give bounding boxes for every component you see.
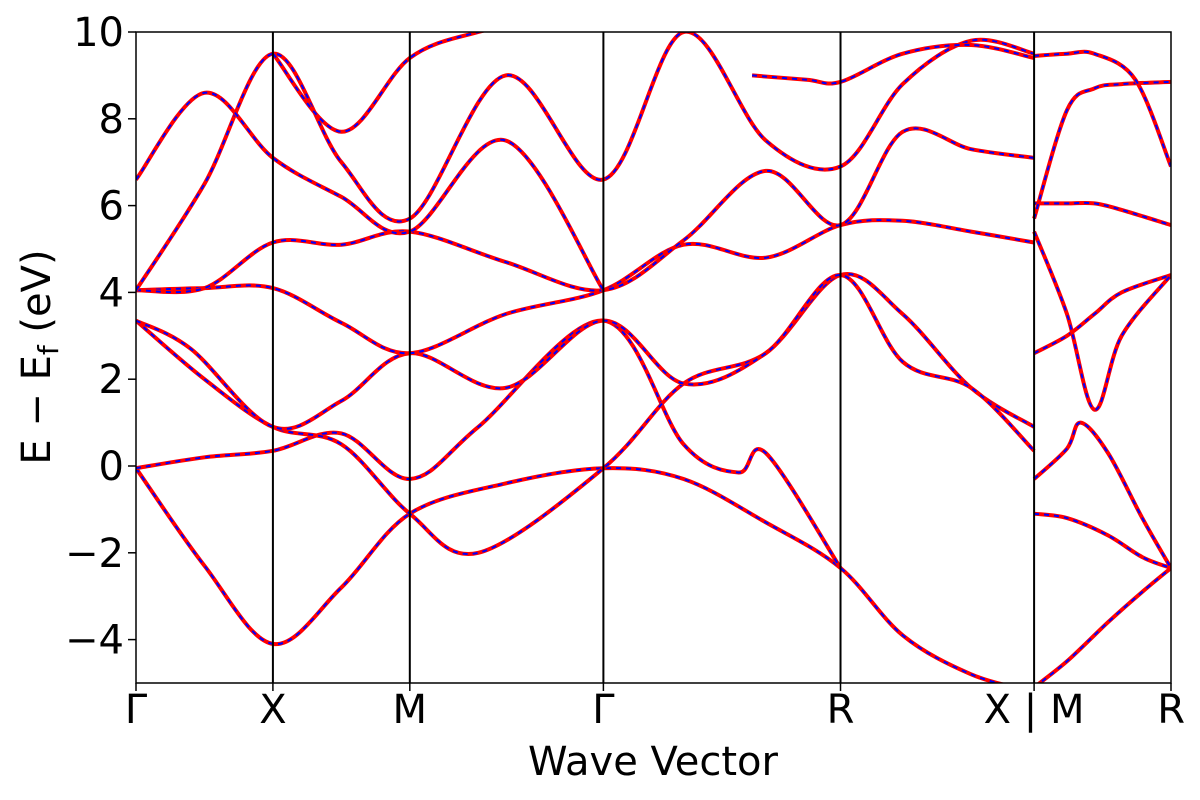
band-line-15 <box>1032 230 1171 412</box>
band-line-dashed-16 <box>1034 201 1171 227</box>
band-line-11 <box>1036 566 1171 683</box>
band-line-12 <box>1033 511 1171 570</box>
band-line-dashed-13 <box>1033 421 1171 569</box>
y-axis-title-subscript: f <box>32 344 65 355</box>
band-line-dashed-10 <box>752 43 1035 85</box>
band-line-14 <box>1033 273 1171 355</box>
y-tick-label: 0 <box>99 444 124 490</box>
plot-frame <box>135 31 1172 684</box>
y-axis-title-tail: (eV) <box>14 249 60 345</box>
band-line-dashed-17 <box>1033 80 1171 219</box>
band-line-dashed-5 <box>136 219 1035 355</box>
band-line-dashed-7 <box>136 32 1035 291</box>
x-tick-label: X <box>259 687 286 733</box>
x-tick-label: R <box>1157 687 1185 733</box>
x-axis-title: Wave Vector <box>528 739 779 785</box>
band-line-dashed-2 <box>136 319 842 569</box>
band-line-dashed-18 <box>1034 50 1171 167</box>
band-line-dashed-6 <box>136 127 1035 294</box>
band-line-dashed-15 <box>1033 231 1171 411</box>
band-line-dashed-9 <box>272 32 483 133</box>
band-line-dashed-1 <box>136 467 1002 683</box>
y-tick-label: −2 <box>65 531 124 577</box>
band-line-13 <box>1032 420 1171 570</box>
band-line-16 <box>1034 200 1171 228</box>
band-line-dashed-14 <box>1033 274 1171 355</box>
y-tick-label: 4 <box>99 270 124 316</box>
x-tick-label: X | M <box>984 687 1085 733</box>
y-tick-label: 10 <box>73 10 124 56</box>
band-line-10 <box>751 42 1035 86</box>
y-axis-title: E − Ef (eV) <box>14 249 65 464</box>
band-line-3 <box>136 272 1036 557</box>
band-line-17 <box>1032 79 1171 220</box>
bands-layer <box>136 32 1171 683</box>
band-line-7 <box>136 32 1035 292</box>
x-tick-label: R <box>827 687 855 733</box>
band-line-dashed-8 <box>136 91 605 291</box>
band-line-1 <box>136 466 1006 683</box>
x-tick-label: Γ <box>125 687 148 733</box>
band-line-2 <box>136 318 843 570</box>
band-line-dashed-12 <box>1033 512 1171 569</box>
band-line-4 <box>136 272 1036 453</box>
band-line-8 <box>136 90 606 292</box>
x-tick-label: Γ <box>592 687 615 733</box>
high-symmetry-lines <box>271 32 1036 683</box>
band-line-6 <box>136 126 1035 295</box>
x-axis: Γ X M Γ R X | M R <box>125 683 1185 733</box>
y-axis: 10 8 6 4 2 0 −2 −4 <box>65 10 136 664</box>
band-line-dashed-3 <box>136 273 1035 556</box>
y-tick-label: −4 <box>65 618 124 664</box>
y-tick-label: 2 <box>99 357 124 403</box>
y-tick-label: 6 <box>99 184 124 230</box>
x-tick-label: M <box>393 687 428 733</box>
y-axis-title-main: E − E <box>14 355 60 465</box>
y-tick-label: 8 <box>99 97 124 143</box>
